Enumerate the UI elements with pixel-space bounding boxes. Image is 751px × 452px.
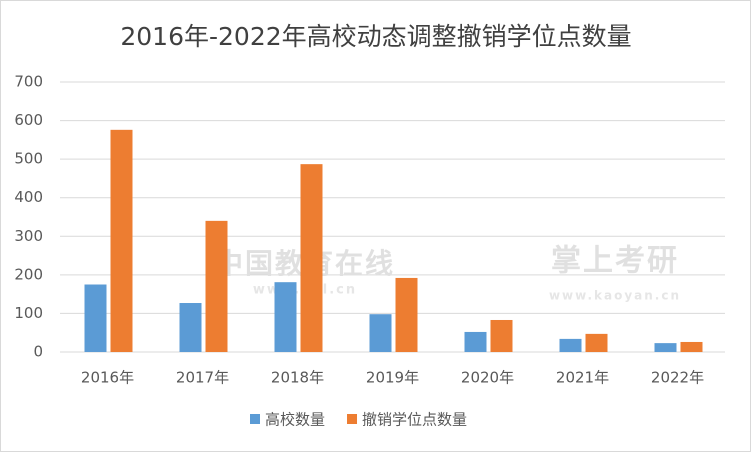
x-tick-label: 2020年 [461, 369, 514, 387]
bar [369, 314, 392, 352]
y-tick-label: 300 [14, 227, 43, 245]
y-tick-label: 200 [14, 265, 43, 283]
bar [490, 319, 513, 352]
y-tick-label: 0 [33, 343, 43, 361]
x-tick-label: 2017年 [176, 369, 229, 387]
bar [84, 284, 107, 352]
y-tick-label: 500 [14, 150, 43, 168]
bar [274, 282, 297, 352]
watermark: 掌上考研 [551, 244, 679, 279]
y-tick-label: 700 [14, 73, 43, 91]
bar [205, 220, 228, 352]
bar [110, 129, 133, 352]
x-tick-label: 2022年 [651, 369, 704, 387]
legend-label: 高校数量 [265, 411, 325, 429]
legend-label: 撤销学位点数量 [362, 411, 467, 429]
chart-title: 2016年-2022年高校动态调整撤销学位点数量 [120, 22, 631, 51]
bar [559, 338, 582, 352]
bar [395, 277, 418, 352]
x-tick-label: 2018年 [271, 369, 324, 387]
x-tick-label: 2019年 [366, 369, 419, 387]
bar [179, 303, 202, 352]
legend-swatch [250, 414, 260, 424]
bar [654, 343, 677, 352]
bar [585, 333, 608, 352]
bar [680, 341, 703, 352]
y-tick-label: 400 [14, 188, 43, 206]
y-tick-label: 600 [14, 111, 43, 129]
bar [300, 164, 323, 352]
y-tick-label: 100 [14, 304, 43, 322]
x-tick-label: 2021年 [556, 369, 609, 387]
bar [464, 331, 487, 352]
x-tick-label: 2016年 [81, 369, 134, 387]
legend-swatch [347, 414, 358, 424]
watermark: www.kaoyan.cn [549, 289, 681, 303]
